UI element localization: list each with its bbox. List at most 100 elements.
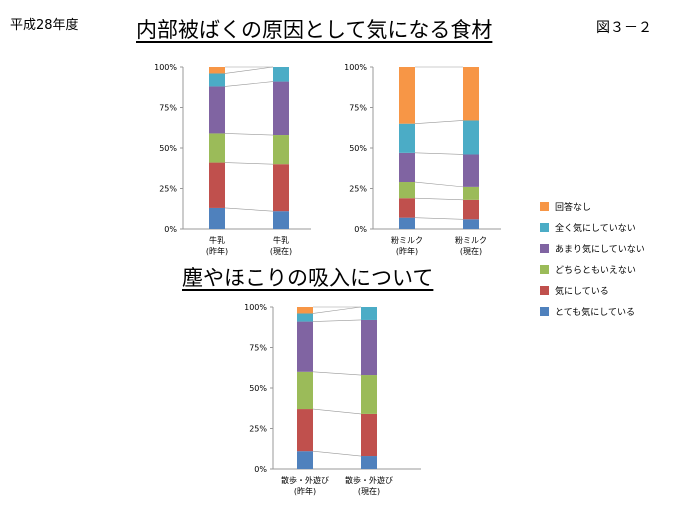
y-tick-label: 100% xyxy=(344,63,367,72)
y-tick-label: 50% xyxy=(249,384,267,393)
section-title: 塵やほこりの吸入について xyxy=(182,266,434,290)
bar-segment xyxy=(399,182,415,199)
y-tick-label: 25% xyxy=(159,185,177,194)
chart-outdoor-play: 0%25%50%75%100%散歩・外遊び(昨年)散歩・外遊び(現在) xyxy=(244,303,421,496)
bar-segment xyxy=(463,219,479,229)
bar-segment xyxy=(361,307,377,320)
legend-item: 全く気にしていない xyxy=(540,217,645,238)
series-line xyxy=(414,120,464,124)
x-tick-label: 牛乳 xyxy=(273,235,289,245)
bar-segment xyxy=(361,413,377,457)
x-tick-label: 牛乳 xyxy=(209,235,225,245)
series-line xyxy=(312,408,362,415)
y-tick-label: 0% xyxy=(164,225,177,234)
bar-segment xyxy=(273,81,289,136)
x-tick-label: (昨年) xyxy=(294,486,316,496)
legend-swatch xyxy=(540,223,549,232)
y-tick-label: 50% xyxy=(159,144,177,153)
legend-swatch xyxy=(540,265,549,274)
legend-label: とても気にしている xyxy=(555,308,636,318)
bar-segment xyxy=(399,217,415,229)
bar-segment xyxy=(209,207,225,229)
series-line xyxy=(224,162,274,165)
y-tick-label: 0% xyxy=(354,225,367,234)
bar-segment xyxy=(273,67,289,82)
legend-item: あまり気にしていない xyxy=(540,238,645,259)
bar-segment xyxy=(463,67,479,121)
x-tick-label: 粉ミルク xyxy=(391,235,423,245)
x-tick-label: 散歩・外遊び xyxy=(281,475,329,485)
series-line xyxy=(224,133,274,136)
x-tick-label: (昨年) xyxy=(396,246,418,256)
x-tick-label: (現在) xyxy=(270,246,292,256)
legend-label: 全く気にしていない xyxy=(555,224,636,234)
series-line xyxy=(312,319,362,322)
legend-swatch xyxy=(540,286,549,295)
bar-segment xyxy=(273,164,289,212)
x-tick-label: (現在) xyxy=(460,246,482,256)
series-line xyxy=(224,81,274,87)
bar-segment xyxy=(399,152,415,183)
legend: 回答なし全く気にしていない あまり気にしていない どちらともいえない 気にしているとて… xyxy=(540,196,645,322)
bar-segment xyxy=(361,319,377,376)
bar-segment xyxy=(209,133,225,163)
chart-formula-milk: 0%25%50%75%100%粉ミルク(昨年)粉ミルク(現在) xyxy=(344,63,501,256)
bar-segment xyxy=(273,211,289,229)
figure-label: 図３－２ xyxy=(596,20,652,36)
series-line xyxy=(224,66,274,74)
bar-segment xyxy=(361,456,377,469)
legend-label: 気にしている xyxy=(555,287,609,297)
series-line xyxy=(312,371,362,376)
x-tick-label: 散歩・外遊び xyxy=(345,475,393,485)
y-tick-label: 25% xyxy=(349,185,367,194)
y-tick-label: 75% xyxy=(159,104,177,113)
legend-label: 回答なし xyxy=(555,203,592,213)
legend-swatch xyxy=(540,244,549,253)
bar-segment xyxy=(297,307,313,314)
bar-segment xyxy=(399,123,415,153)
bar-segment xyxy=(361,375,377,414)
legend-swatch xyxy=(540,307,549,316)
series-line xyxy=(414,197,464,201)
bar-segment xyxy=(297,409,313,452)
bar-segment xyxy=(463,154,479,187)
bar-segment xyxy=(463,120,479,155)
bar-segment xyxy=(209,73,225,87)
series-line xyxy=(414,217,464,220)
series-line xyxy=(312,450,362,457)
x-tick-label: (現在) xyxy=(358,486,380,496)
bar-segment xyxy=(297,321,313,372)
legend-label: あまり気にしていない xyxy=(555,245,645,255)
bar-segment xyxy=(463,186,479,200)
y-tick-label: 100% xyxy=(154,63,177,72)
bar-segment xyxy=(209,86,225,134)
bar-segment xyxy=(297,313,313,322)
bar-segment xyxy=(463,199,479,220)
legend-item: 回答なし xyxy=(540,196,645,217)
legend-label: どちらともいえない xyxy=(555,266,636,276)
series-line xyxy=(414,181,464,188)
bar-segment xyxy=(209,67,225,74)
legend-item: どちらともいえない xyxy=(540,259,645,280)
y-tick-label: 25% xyxy=(249,425,267,434)
bar-segment xyxy=(209,162,225,208)
y-tick-label: 75% xyxy=(249,344,267,353)
year-label: 平成28年度 xyxy=(10,18,79,33)
x-tick-label: 粉ミルク xyxy=(455,235,487,245)
series-line xyxy=(414,152,464,155)
legend-item: とても気にしている xyxy=(540,301,645,322)
bar-segment xyxy=(297,371,313,410)
x-tick-label: (昨年) xyxy=(206,246,228,256)
bar-segment xyxy=(297,451,313,469)
legend-swatch xyxy=(540,202,549,211)
bar-segment xyxy=(273,135,289,165)
series-line xyxy=(312,306,362,314)
bar-segment xyxy=(399,67,415,124)
y-tick-label: 50% xyxy=(349,144,367,153)
chart-milk: 0%25%50%75%100%牛乳(昨年)牛乳(現在) xyxy=(154,63,311,256)
y-tick-label: 75% xyxy=(349,104,367,113)
y-tick-label: 0% xyxy=(254,465,267,474)
legend-item: 気にしている xyxy=(540,280,645,301)
y-tick-label: 100% xyxy=(244,303,267,312)
series-line xyxy=(224,207,274,212)
